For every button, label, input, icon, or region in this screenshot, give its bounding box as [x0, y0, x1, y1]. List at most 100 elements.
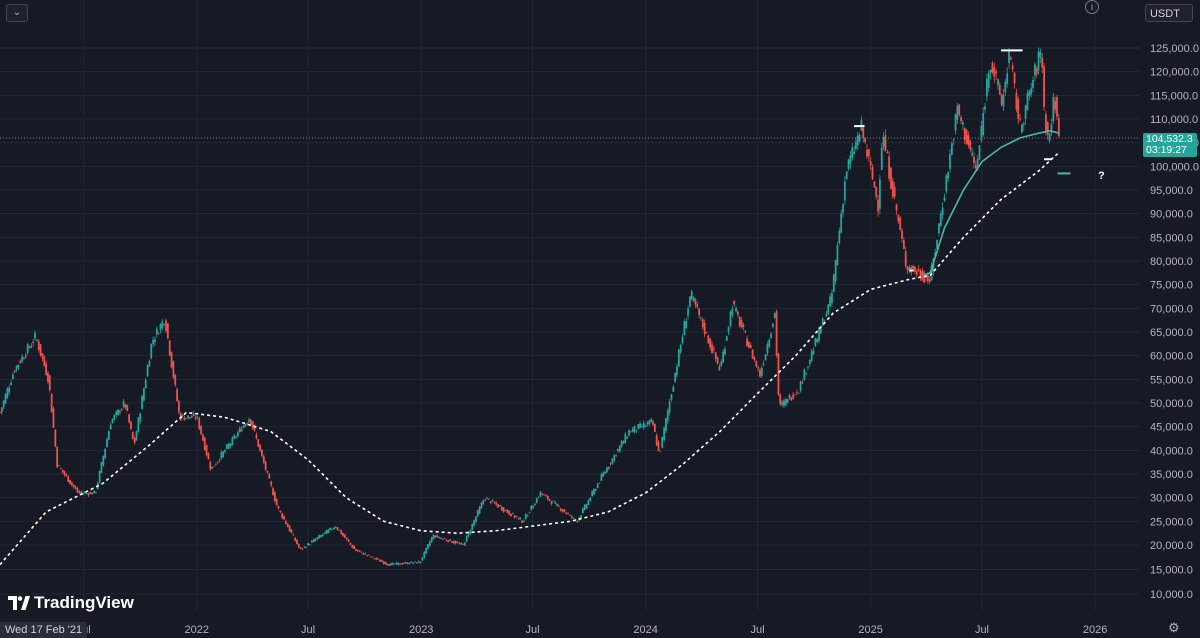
candle-body [797, 392, 800, 394]
candle-body [120, 408, 123, 411]
candle-body [622, 441, 625, 444]
candle-body [504, 510, 507, 512]
candle-body [310, 540, 313, 543]
tradingview-logo[interactable]: TradingView [8, 593, 134, 613]
candle-body [61, 469, 64, 473]
candle-body [736, 311, 739, 315]
candle-body [351, 544, 354, 548]
candle-body [938, 223, 940, 234]
candle-body [511, 513, 514, 515]
candle-body [685, 320, 688, 329]
candle-body [969, 140, 972, 150]
candle-body [412, 562, 415, 564]
candle-body [500, 506, 503, 511]
candle-body [873, 181, 876, 188]
candle-body [502, 507, 505, 512]
candle-body [998, 84, 1001, 95]
candle-body [273, 492, 276, 502]
candle-body [161, 321, 164, 328]
candle-body [157, 333, 160, 335]
candle-body [58, 465, 60, 467]
candle-body [720, 361, 723, 366]
candle-body [364, 553, 367, 555]
candle-body [976, 158, 979, 169]
candle-body [676, 366, 678, 376]
candle-body [928, 279, 931, 282]
candle-body [355, 549, 357, 551]
candle-body [460, 542, 463, 545]
y-tick-label: 120,000.0 [1150, 67, 1199, 79]
candle-body [296, 539, 298, 545]
candle-body [670, 394, 673, 400]
price-axis[interactable]: 125,000.0120,000.0115,000.0110,000.0105,… [1150, 43, 1199, 601]
candle-body [183, 417, 186, 421]
candle-body [249, 419, 252, 425]
candle-body [666, 410, 669, 422]
candle-body [985, 78, 988, 97]
candle-body [648, 420, 651, 425]
candle-body [1043, 66, 1045, 107]
tradingview-icon [8, 596, 30, 610]
candle-body [13, 370, 16, 373]
candle-body [1046, 122, 1049, 135]
candle-body [816, 338, 819, 343]
candle-body [275, 499, 278, 506]
candle-body [840, 213, 843, 233]
candle-body [443, 538, 446, 540]
chevron-down-icon: ⌄ [12, 7, 22, 18]
candle-body [196, 416, 199, 418]
candle-body [1026, 93, 1029, 110]
candle-body [812, 350, 815, 355]
candle-body [12, 374, 14, 379]
candle-body [469, 530, 472, 534]
candle-body [687, 308, 689, 317]
candle-body [414, 561, 416, 563]
candle-body [755, 361, 758, 367]
candle-body [709, 338, 712, 348]
collapse-button[interactable]: ⌄ [6, 4, 28, 22]
candle-body [1037, 51, 1040, 71]
candle-body [458, 543, 461, 545]
candle-body [286, 523, 289, 528]
candle-body [570, 516, 573, 518]
candle-body [397, 562, 400, 565]
candle-body [794, 394, 796, 396]
candle-body [417, 561, 420, 563]
candle-body [369, 556, 372, 558]
gear-icon[interactable]: ⚙ [1168, 620, 1180, 635]
candle-body [1000, 94, 1003, 105]
candle-body [198, 418, 201, 429]
candle-body [30, 345, 33, 348]
candle-body [290, 529, 293, 534]
candle-body [484, 499, 487, 501]
candle-body [718, 365, 721, 371]
candle-body [163, 323, 166, 325]
candle-body [128, 414, 131, 423]
candle-body [1057, 118, 1060, 137]
last-price-value: 104,532.3 [1146, 133, 1193, 145]
candle-body [576, 520, 579, 523]
candle-body [517, 517, 520, 519]
time-axis[interactable]: Jul2022Jul2023Jul2024Jul2025Jul2026 [77, 624, 1108, 636]
candle-body [69, 480, 71, 484]
candle-body [950, 143, 953, 155]
currency-selector[interactable]: USDT [1145, 4, 1193, 22]
candle-body [580, 515, 582, 518]
candle-body [818, 327, 820, 341]
candle-body [790, 397, 793, 401]
candle-body [700, 316, 702, 318]
info-icon[interactable]: i [1085, 0, 1099, 14]
candle-body [766, 344, 769, 354]
candle-body [853, 151, 855, 154]
candle-body [583, 504, 586, 510]
candle-body [255, 434, 258, 439]
y-tick-label: 85,000.0 [1150, 232, 1193, 244]
candle-body [478, 507, 481, 514]
candle-body [652, 421, 654, 425]
candle-body [314, 539, 317, 542]
candle-body [141, 396, 143, 410]
candle-body [683, 321, 686, 336]
candle-body [37, 341, 40, 350]
candle-body [508, 510, 511, 515]
